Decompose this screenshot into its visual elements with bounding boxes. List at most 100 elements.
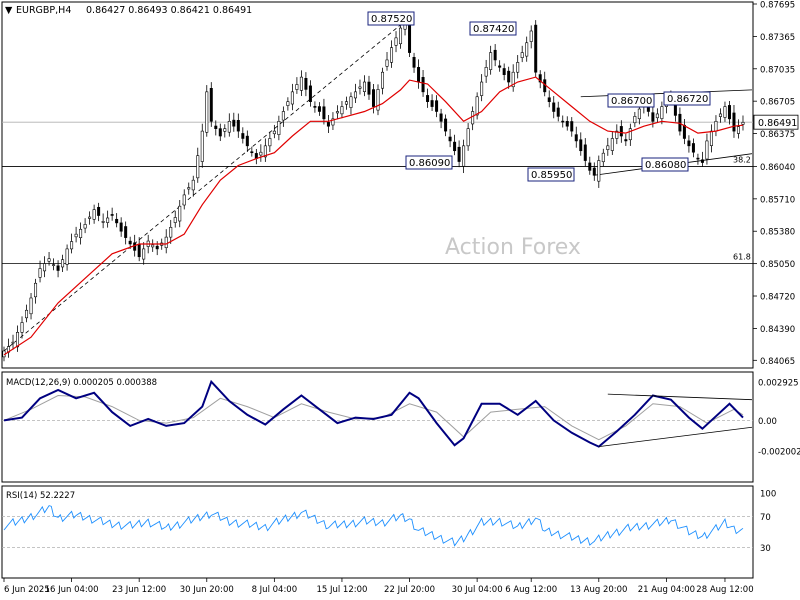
candle [691, 138, 695, 158]
candle [295, 77, 299, 94]
rsi-tick-label: 30 [760, 544, 771, 554]
x-tick-label: 15 Jul 12:00 [316, 585, 367, 595]
candle [101, 213, 105, 229]
candle-body [335, 111, 339, 114]
candle-body [214, 125, 218, 129]
candle [583, 138, 587, 167]
candle-body [525, 42, 529, 57]
candle [394, 31, 398, 53]
x-tick-label: 30 Jun 20:00 [180, 585, 234, 595]
candle [525, 36, 529, 62]
candle [115, 213, 119, 228]
candle-body [520, 52, 524, 58]
candle-body [624, 139, 628, 142]
price-tick-label: 0.85380 [760, 228, 795, 238]
candle-body [56, 265, 60, 271]
x-tick-label: 30 Jul 04:00 [452, 585, 503, 595]
candle-body [52, 264, 56, 266]
x-tick-label: 22 Jul 20:00 [384, 585, 435, 595]
price-annotation-box [527, 167, 575, 182]
candle-body [529, 30, 533, 42]
candle-body [259, 151, 263, 156]
candle [390, 40, 394, 68]
candle-body [682, 124, 686, 139]
candle-body [209, 88, 213, 122]
candle [56, 260, 60, 278]
price-tick-label: 0.87365 [760, 33, 795, 43]
candle-body [385, 59, 389, 67]
candle-body [637, 108, 641, 120]
candle-body [290, 91, 294, 105]
candle [52, 258, 56, 271]
header-dropdown-icon[interactable]: ▼ [5, 5, 13, 16]
candle [119, 217, 123, 237]
candle [588, 156, 592, 175]
price-annotation-box [663, 91, 711, 106]
candle [430, 94, 434, 111]
candle-body [475, 96, 479, 116]
candle-body [691, 143, 695, 153]
candle [34, 278, 38, 304]
candle-body [619, 126, 623, 137]
candle-body [381, 71, 385, 89]
candle-body [394, 37, 398, 46]
candle [70, 233, 74, 254]
macd-tick-label: 0.002925 [758, 379, 799, 389]
candle [376, 84, 380, 116]
candle [507, 66, 511, 89]
candle-body [583, 144, 587, 161]
candle [592, 162, 596, 181]
candle [727, 100, 731, 125]
candle-body [718, 113, 722, 117]
candle-body [326, 122, 330, 127]
candle [574, 126, 578, 148]
candle [232, 112, 236, 132]
rsi-tick-label: 100 [760, 490, 776, 500]
candle-body [38, 268, 42, 278]
candle [223, 124, 227, 138]
price-annotation-text: 0.86080 [645, 160, 686, 171]
candle-body [65, 248, 69, 265]
candle-body [295, 84, 299, 90]
candle-body [466, 128, 470, 147]
candle [732, 105, 736, 138]
price-tick-label: 0.85050 [760, 260, 795, 270]
candle-body [236, 120, 240, 132]
macd-panel-frame [1, 371, 754, 483]
candle-body [250, 151, 254, 154]
candle [241, 127, 245, 144]
candle [290, 83, 294, 111]
candle [142, 242, 146, 265]
candle-body [110, 214, 114, 216]
candle-body [164, 236, 168, 249]
candle [268, 131, 272, 153]
candle-body [696, 157, 700, 160]
candle [218, 123, 222, 142]
candle [205, 85, 209, 137]
candle [660, 101, 664, 125]
rsi-tick-label: 70 [760, 513, 771, 523]
candle [561, 115, 565, 128]
candle-body [173, 217, 177, 223]
candle [16, 325, 20, 352]
price-tick-label: 0.86705 [760, 98, 795, 108]
candle [426, 88, 430, 108]
candle-body [331, 118, 335, 126]
candle-body [205, 91, 209, 133]
candle-body [29, 297, 33, 315]
candle [299, 70, 303, 96]
candle-body [227, 120, 231, 133]
candle-body [115, 218, 119, 224]
candle-body [128, 240, 132, 245]
candle-body [480, 81, 484, 96]
current-price-label: 0.86491 [758, 118, 797, 129]
candle [47, 251, 51, 266]
candle-body [218, 128, 222, 137]
header-ohlc: 0.86427 0.86493 0.86421 0.86491 [86, 5, 252, 16]
candle [615, 124, 619, 145]
candle-body [444, 118, 448, 132]
candle-body [390, 47, 394, 63]
candle-body [124, 226, 128, 238]
macd-lower-trendline [598, 426, 753, 447]
candle [475, 92, 479, 120]
